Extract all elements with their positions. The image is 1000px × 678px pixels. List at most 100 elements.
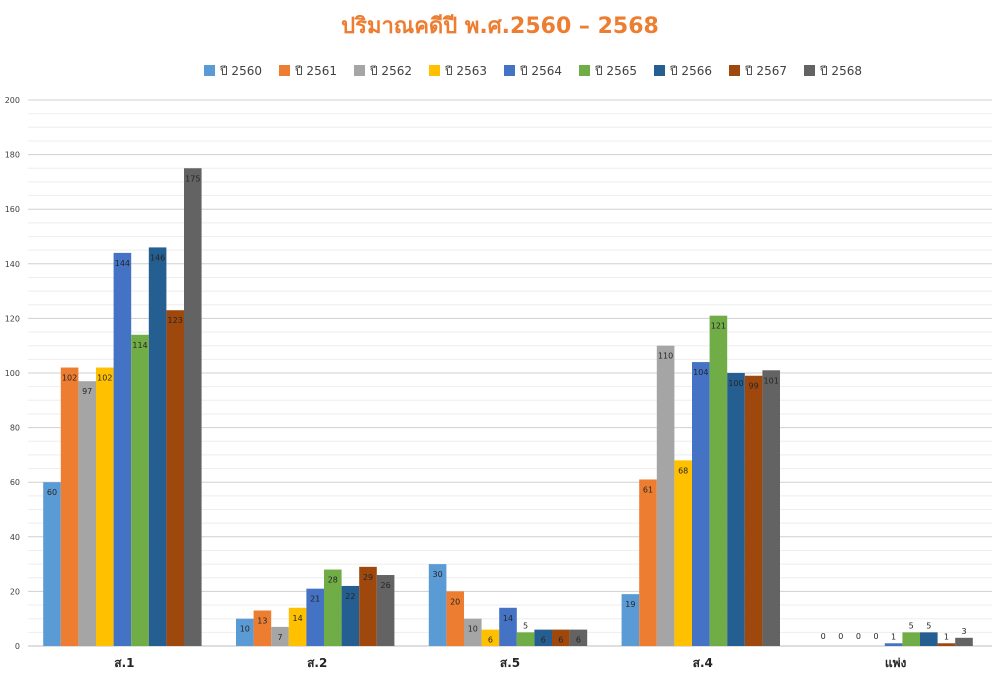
bar bbox=[499, 607, 517, 646]
legend-swatch bbox=[204, 65, 215, 76]
bar bbox=[446, 591, 464, 646]
bar bbox=[324, 569, 342, 646]
legend-label: ปี 2568 bbox=[819, 64, 862, 78]
y-tick-label: 140 bbox=[5, 260, 20, 269]
data-label: 110 bbox=[658, 352, 673, 361]
bar bbox=[534, 629, 552, 646]
data-label: 6 bbox=[541, 636, 546, 645]
bar bbox=[288, 607, 307, 646]
bar bbox=[569, 629, 588, 646]
data-label: 19 bbox=[625, 600, 635, 609]
bar bbox=[131, 334, 149, 646]
data-label: 0 bbox=[856, 632, 861, 641]
data-label: 0 bbox=[821, 632, 826, 641]
legend-swatch bbox=[654, 65, 665, 76]
data-label: 144 bbox=[115, 259, 130, 268]
bar bbox=[166, 310, 184, 646]
legend-label: ปี 2564 bbox=[519, 64, 562, 78]
bar bbox=[692, 362, 710, 646]
y-tick-label: 200 bbox=[5, 96, 20, 105]
bar bbox=[253, 610, 272, 646]
bar bbox=[902, 632, 920, 646]
bar bbox=[359, 566, 377, 646]
bar bbox=[464, 618, 482, 646]
data-label: 102 bbox=[62, 374, 77, 383]
data-label: 5 bbox=[926, 621, 931, 630]
legend-swatch bbox=[579, 65, 590, 76]
legend-swatch bbox=[504, 65, 515, 76]
data-label: 1 bbox=[891, 632, 896, 641]
data-label: 20 bbox=[450, 597, 460, 606]
data-label: 6 bbox=[576, 636, 581, 645]
data-label: 97 bbox=[82, 387, 92, 396]
bar bbox=[376, 575, 395, 646]
data-label: 10 bbox=[240, 625, 250, 634]
data-label: 30 bbox=[433, 570, 443, 579]
y-tick-label: 0 bbox=[15, 642, 20, 651]
bar bbox=[709, 315, 728, 646]
bar bbox=[920, 632, 938, 646]
bar bbox=[113, 252, 132, 646]
data-label: 61 bbox=[643, 485, 653, 494]
data-label: 26 bbox=[381, 581, 391, 590]
bar bbox=[744, 375, 763, 646]
bar bbox=[428, 564, 447, 646]
legend-label: ปี 2560 bbox=[219, 64, 262, 78]
x-tick-label: ส.2 bbox=[307, 656, 327, 670]
legend-label: ปี 2565 bbox=[594, 64, 637, 78]
data-label: 104 bbox=[693, 368, 708, 377]
bar bbox=[516, 632, 535, 646]
data-label: 102 bbox=[97, 374, 112, 383]
data-label: 14 bbox=[293, 614, 303, 623]
x-tick-label: ส.5 bbox=[500, 656, 520, 670]
data-label: 29 bbox=[363, 573, 373, 582]
data-label: 13 bbox=[257, 617, 267, 626]
data-label: 10 bbox=[468, 625, 478, 634]
y-tick-label: 40 bbox=[10, 533, 20, 542]
legend-swatch bbox=[354, 65, 365, 76]
data-label: 100 bbox=[728, 379, 743, 388]
data-labels: 6010297102144114146123175101371421282229… bbox=[47, 174, 967, 644]
legend-swatch bbox=[729, 65, 740, 76]
data-label: 14 bbox=[503, 614, 513, 623]
bar bbox=[955, 637, 973, 646]
bar bbox=[43, 482, 61, 646]
bar bbox=[621, 594, 640, 646]
bar bbox=[481, 629, 500, 646]
data-label: 146 bbox=[150, 253, 165, 262]
bar bbox=[552, 629, 570, 646]
bar bbox=[884, 643, 903, 646]
bar bbox=[762, 370, 780, 646]
x-tick-label: ส.4 bbox=[693, 656, 713, 670]
x-tick-label: ส.1 bbox=[114, 656, 134, 670]
y-tick-label: 180 bbox=[5, 151, 20, 160]
legend-label: ปี 2566 bbox=[669, 64, 712, 78]
bar bbox=[78, 381, 96, 646]
chart-title: ปริมาณคดีปี พ.ศ.2560 – 2568 bbox=[341, 14, 659, 39]
bar bbox=[271, 626, 289, 646]
bar bbox=[674, 460, 692, 646]
data-label: 1 bbox=[944, 632, 949, 641]
data-label: 68 bbox=[678, 466, 688, 475]
data-label: 0 bbox=[838, 632, 843, 641]
y-tick-label: 100 bbox=[5, 369, 20, 378]
bar bbox=[236, 618, 254, 646]
data-label: 5 bbox=[523, 621, 528, 630]
data-label: 175 bbox=[185, 174, 200, 183]
data-label: 121 bbox=[711, 322, 726, 331]
x-tick-label: แพ่ง bbox=[885, 656, 907, 670]
data-label: 123 bbox=[168, 316, 183, 325]
data-label: 101 bbox=[764, 376, 779, 385]
data-label: 28 bbox=[328, 576, 338, 585]
legend-label: ปี 2563 bbox=[444, 64, 487, 78]
data-label: 5 bbox=[909, 621, 914, 630]
bar bbox=[148, 247, 167, 647]
y-tick-label: 60 bbox=[10, 478, 20, 487]
legend-swatch bbox=[429, 65, 440, 76]
legend-swatch bbox=[804, 65, 815, 76]
bar bbox=[937, 643, 956, 646]
legend-swatch bbox=[279, 65, 290, 76]
bar bbox=[639, 479, 657, 646]
data-label: 21 bbox=[310, 595, 320, 604]
